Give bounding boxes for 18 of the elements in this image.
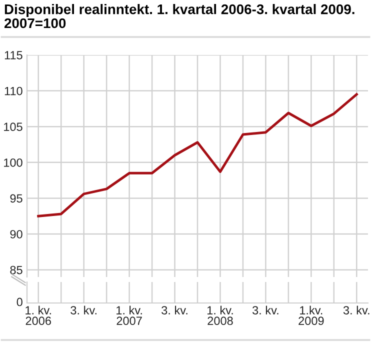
x-tick-label: 1. kv. 2006 [26,306,51,326]
x-tick-label: 1. kv. 2008 [207,306,233,326]
y-tick-label: 100 [4,158,22,167]
x-tick-label: 3. kv. [70,306,96,314]
x-tick-label: 3. kv. [343,306,370,314]
x-tick-label: 1.kv. 2009 [298,306,324,326]
x-tick-label: 3. kv. [162,306,188,314]
x-tick-label: 1. kv. 2007 [116,306,142,326]
y-tick-label: 95 [10,194,22,203]
text: 0 [16,298,22,306]
chart-title: Disponibel realinntekt. 1. kvartal 2006-3. kvartal 2009. 2007=100 [4,4,354,28]
y-tick-label: 105 [4,122,22,132]
line-series [37,93,358,218]
y-tick-label: 85 [10,266,22,274]
y-tick-label: 90 [10,230,22,238]
y-tick-label: 110 [4,86,22,96]
x-tick-label: 3. kv. [252,306,278,314]
y-tick-label: 115 [4,51,22,60]
